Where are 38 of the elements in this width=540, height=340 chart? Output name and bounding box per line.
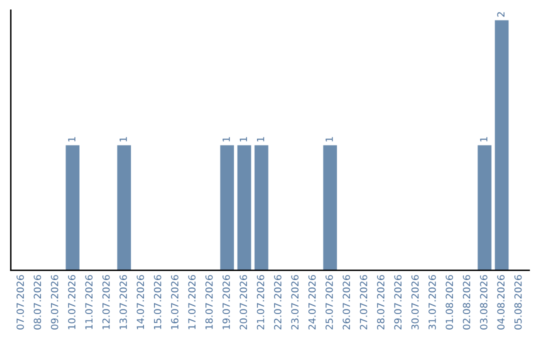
data-label: 1 bbox=[240, 137, 247, 142]
x-tick-label: 22.07.2026 bbox=[274, 275, 282, 330]
x-tick-label: 26.07.2026 bbox=[342, 275, 350, 330]
x-tick-label: 29.07.2026 bbox=[394, 275, 402, 330]
x-tick-label: 04.08.2026 bbox=[497, 275, 505, 330]
data-label: 1 bbox=[326, 137, 333, 142]
x-tick-label: 16.07.2026 bbox=[171, 275, 178, 330]
x-tick-label: 10.07.2026 bbox=[68, 275, 76, 330]
data-label: 1 bbox=[257, 137, 264, 142]
x-tick-label: 24.07.2026 bbox=[308, 275, 316, 330]
x-tick-label: 08.07.2026 bbox=[34, 275, 42, 330]
x-tick-label: 27.07.2026 bbox=[360, 275, 368, 330]
x-tick-label: 01.08.2026 bbox=[446, 275, 454, 330]
data-label: 1 bbox=[68, 137, 76, 142]
data-label: 1 bbox=[480, 137, 488, 142]
data-label: 1 bbox=[222, 137, 230, 142]
x-tick-label: 30.07.2026 bbox=[411, 275, 419, 330]
x-tick-label: 09.07.2026 bbox=[50, 275, 58, 330]
x-tick-label: 17.07.2026 bbox=[188, 275, 196, 330]
x-tick-label: 13.07.2026 bbox=[120, 275, 127, 330]
x-tick-label: 14.07.2026 bbox=[136, 275, 144, 330]
x-tick-label: 21.07.2026 bbox=[256, 275, 264, 330]
x-tick-label: 25.07.2026 bbox=[326, 275, 333, 330]
x-tick-label: 12.07.2026 bbox=[102, 275, 110, 330]
x-tick-label: 11.07.2026 bbox=[85, 275, 93, 330]
x-tick-label: 05.08.2026 bbox=[514, 275, 522, 330]
x-tick-label: 19.07.2026 bbox=[222, 275, 230, 330]
x-tick-label: 02.08.2026 bbox=[462, 275, 470, 330]
x-tick-label: 23.07.2026 bbox=[291, 275, 299, 330]
x-tick-label: 15.07.2026 bbox=[154, 275, 162, 330]
x-tick-label: 18.07.2026 bbox=[205, 275, 213, 330]
data-label: 1 bbox=[120, 137, 127, 142]
data-label: 2 bbox=[497, 12, 504, 17]
x-tick-label: 31.07.2026 bbox=[428, 275, 436, 330]
x-tick-label: 03.08.2026 bbox=[480, 275, 488, 330]
x-tick-label: 28.07.2026 bbox=[377, 275, 384, 330]
x-tick-label: 20.07.2026 bbox=[240, 275, 248, 330]
x-tick-label: 07.07.2026 bbox=[16, 275, 24, 330]
